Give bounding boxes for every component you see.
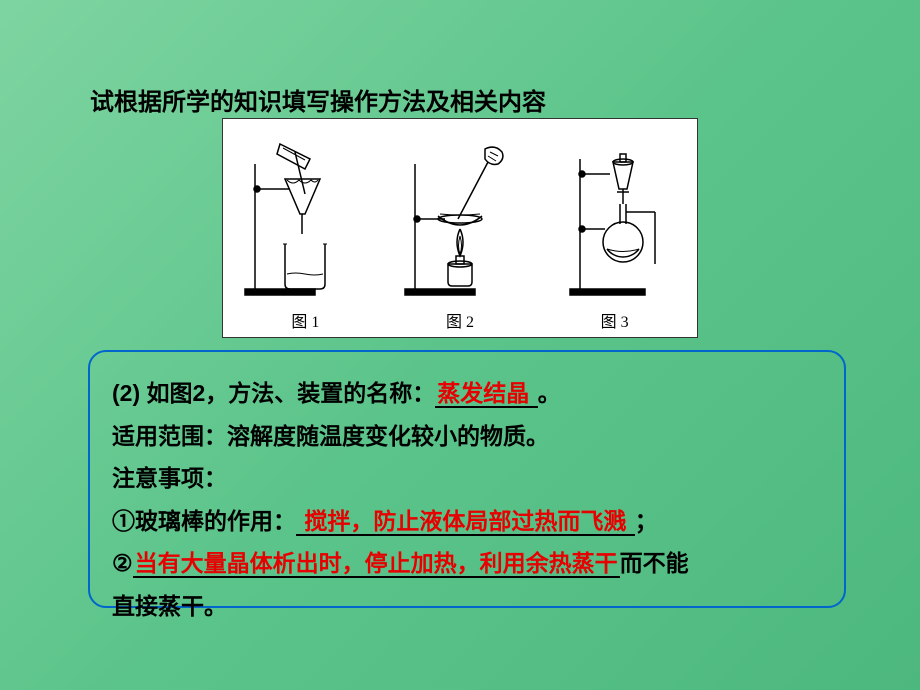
line-5: ②当有大量晶体析出时，停止加热，利用余热蒸干而不能 [112, 542, 822, 585]
answer-3: 当有大量晶体析出时，停止加热，利用余热蒸干 [133, 550, 620, 578]
figure-3: 图 3 [538, 134, 691, 332]
line-6: 直接蒸干。 [112, 585, 822, 628]
line-1: (2) 如图2，方法、装置的名称：蒸发结晶 。 [112, 372, 822, 415]
line-4: ①玻璃棒的作用： 搅拌，防止液体局部过热而飞溅 ； [112, 500, 822, 543]
line-3: 注意事项： [112, 457, 822, 500]
line5-prefix: ② [112, 550, 133, 576]
line-2: 适用范围：溶解度随温度变化较小的物质。 [112, 415, 822, 458]
blank-1: 蒸发结晶 [435, 380, 537, 408]
line1-prefix: (2) 如图2，方法、装置的名称： [112, 380, 435, 406]
evaporation-diagram [390, 134, 530, 304]
line5-suffix: 而不能 [620, 550, 689, 576]
content-panel: (2) 如图2，方法、装置的名称：蒸发结晶 。 适用范围：溶解度随温度变化较小的… [88, 350, 846, 608]
distillation-diagram [545, 134, 685, 304]
line4-prefix: ①玻璃棒的作用： [112, 508, 296, 534]
page-title: 试根据所学的知识填写操作方法及相关内容 [90, 82, 546, 117]
figure-1-caption: 图 1 [291, 308, 319, 332]
figure-2: 图 2 [383, 134, 536, 332]
filtration-diagram [235, 134, 375, 304]
line4-suffix: ； [635, 508, 658, 534]
answer-2: 搅拌，防止液体局部过热而飞溅 [304, 508, 626, 534]
figure-2-caption: 图 2 [446, 308, 474, 332]
figure-1: 图 1 [229, 134, 382, 332]
blank-2: 搅拌，防止液体局部过热而飞溅 [296, 508, 635, 536]
figure-3-caption: 图 3 [601, 308, 629, 332]
figure-container: 图 1 [222, 118, 698, 338]
line1-suffix: 。 [538, 380, 561, 406]
answer-1: 蒸发结晶 [437, 380, 529, 406]
